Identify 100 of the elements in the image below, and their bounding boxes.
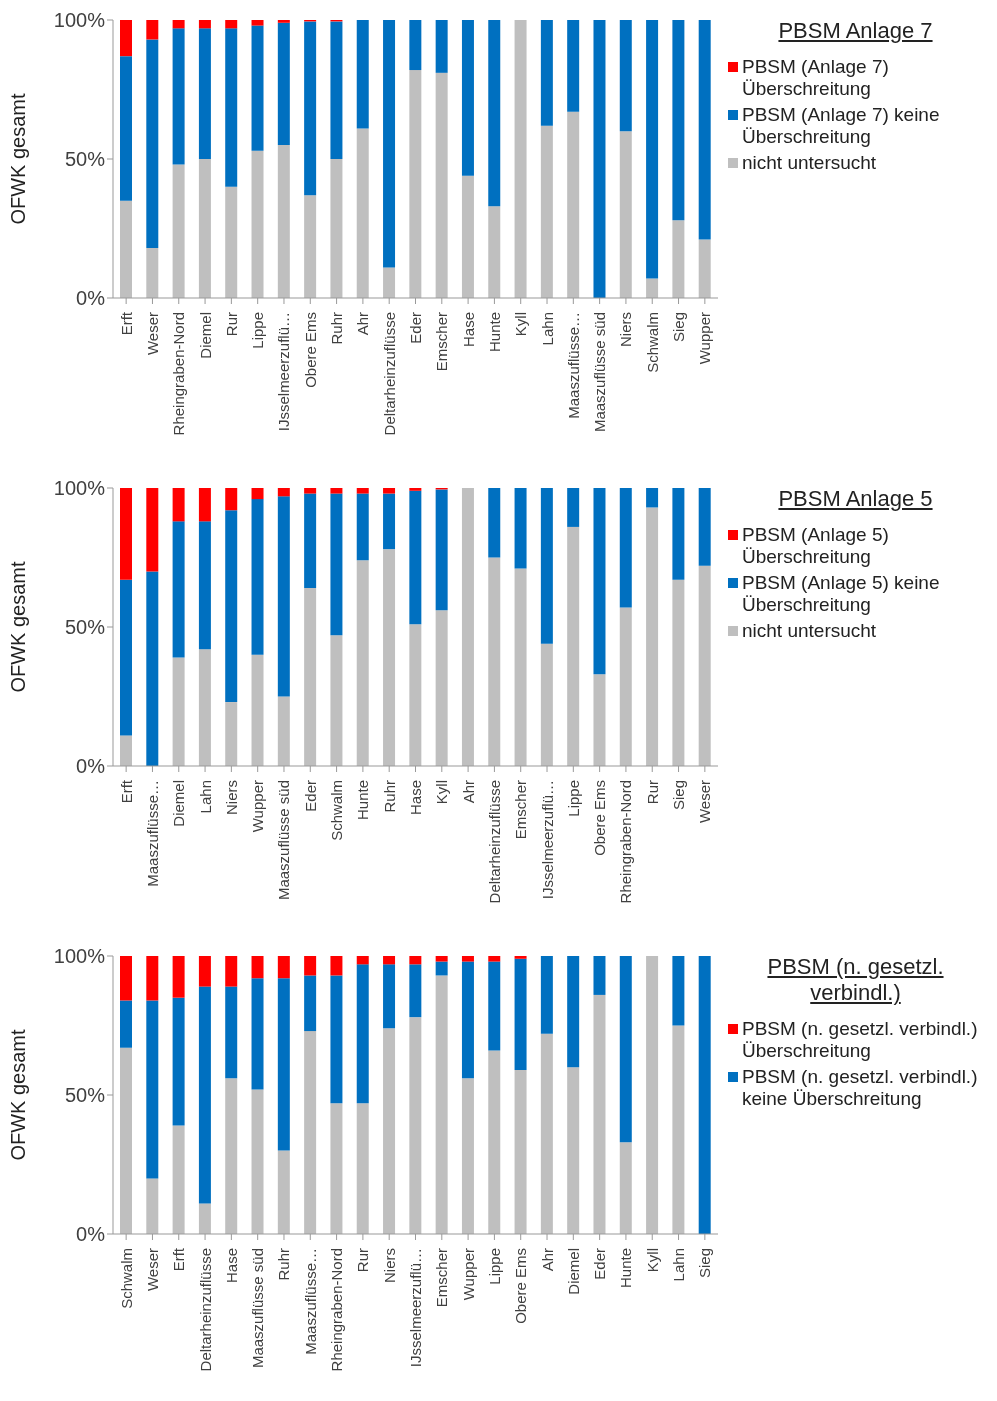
bar (435, 20, 448, 73)
y-tick-label: 50% (64, 1084, 106, 1107)
bar (356, 956, 369, 965)
x-tick-label: Weser (143, 312, 161, 356)
bar (461, 20, 474, 176)
bar (251, 978, 264, 1090)
bar (593, 20, 606, 298)
x-tick-label: Diemel (564, 1248, 582, 1295)
x-tick-label: Niers (222, 780, 240, 816)
x-tick-label: Ahr (354, 312, 372, 336)
bar (120, 579, 132, 736)
bar (383, 964, 396, 1029)
bar (172, 164, 185, 298)
bar (540, 1033, 553, 1234)
bar (146, 247, 159, 298)
bar (225, 702, 238, 766)
x-tick-label: Hunte (617, 1248, 635, 1289)
legend-label: nicht untersucht (742, 152, 877, 174)
bar (304, 956, 317, 976)
bar (593, 994, 606, 1234)
bar (461, 1078, 474, 1234)
bar (514, 568, 527, 766)
x-tick-label: Obere Ems (591, 780, 609, 856)
bar (251, 1089, 264, 1234)
bar (540, 643, 553, 766)
bar (120, 1047, 132, 1234)
x-tick-label: Ruhr (275, 1248, 293, 1281)
x-tick-label: Rur (222, 312, 240, 337)
bar (461, 175, 474, 298)
bar (172, 20, 185, 29)
bar (488, 20, 501, 207)
bar (567, 956, 580, 1068)
x-tick-label: Ahr (538, 1248, 556, 1272)
bar (277, 20, 290, 23)
bar (698, 956, 711, 1234)
bar (120, 200, 132, 298)
bar (646, 20, 659, 279)
x-tick-label: Eder (301, 780, 319, 812)
x-tick-label: Maaszuflüsse… (564, 312, 582, 419)
bar (172, 956, 185, 998)
bar (514, 1069, 527, 1234)
bar (198, 1203, 211, 1234)
bar (567, 111, 580, 298)
bar (198, 159, 211, 298)
bar (251, 956, 264, 979)
bar (198, 521, 211, 650)
bar (304, 493, 317, 589)
bar (593, 488, 606, 675)
bar (172, 1125, 185, 1234)
bar (356, 964, 369, 1104)
x-tick-label: Emscher (433, 1248, 451, 1308)
bar (198, 20, 211, 29)
x-tick-label: Rur (643, 780, 661, 805)
x-tick-label: Eder (407, 312, 424, 344)
bar (435, 961, 448, 976)
bar (304, 21, 317, 196)
x-tick-label: Niers (617, 312, 635, 348)
bar (540, 956, 553, 1034)
bar (540, 20, 553, 126)
y-axis-title: OFWK gesamt (7, 1028, 30, 1161)
bar (409, 956, 422, 965)
x-tick-label: Sieg (670, 312, 688, 343)
bar (330, 21, 343, 159)
bar (277, 496, 290, 697)
bar (172, 28, 185, 165)
bar (619, 20, 632, 132)
bar (120, 1000, 132, 1048)
bar (488, 206, 501, 298)
bar (277, 22, 290, 146)
bar (488, 488, 501, 558)
x-tick-label: Hase (407, 780, 424, 816)
legend-title: PBSM (n. gesetzl. verbindl.) (766, 954, 945, 1006)
bar (646, 956, 659, 1234)
legend-label: PBSM (Anlage 7) Überschreitung (742, 56, 890, 100)
legend-title: PBSM Anlage 5 (777, 486, 934, 512)
bar (225, 986, 238, 1079)
legend-label: PBSM (n. gesetzl. verbindl.) Überschreitung (742, 1018, 979, 1062)
bar (356, 488, 369, 494)
x-tick-label: Weser (696, 780, 714, 824)
bar (146, 488, 159, 572)
bar (172, 997, 185, 1126)
bar (383, 488, 396, 494)
x-tick-label: IJsselmeerzuflü… (275, 312, 293, 432)
bar (304, 975, 317, 1032)
bar (277, 145, 290, 298)
bar (251, 488, 264, 500)
bar (146, 1000, 159, 1179)
bar (461, 961, 474, 1079)
y-tick-label: 0% (76, 1223, 106, 1246)
bar (356, 560, 369, 766)
y-tick-label: 100% (53, 9, 106, 32)
legend-label: nicht untersucht (742, 620, 877, 642)
x-tick-label: Hunte (354, 780, 372, 821)
y-tick-label: 0% (76, 287, 106, 310)
y-tick-label: 50% (64, 148, 106, 171)
bar (461, 488, 474, 766)
x-tick-label: Sieg (696, 1248, 714, 1279)
y-tick-label: 0% (76, 755, 106, 778)
bar (120, 956, 132, 1001)
bar (198, 488, 211, 522)
